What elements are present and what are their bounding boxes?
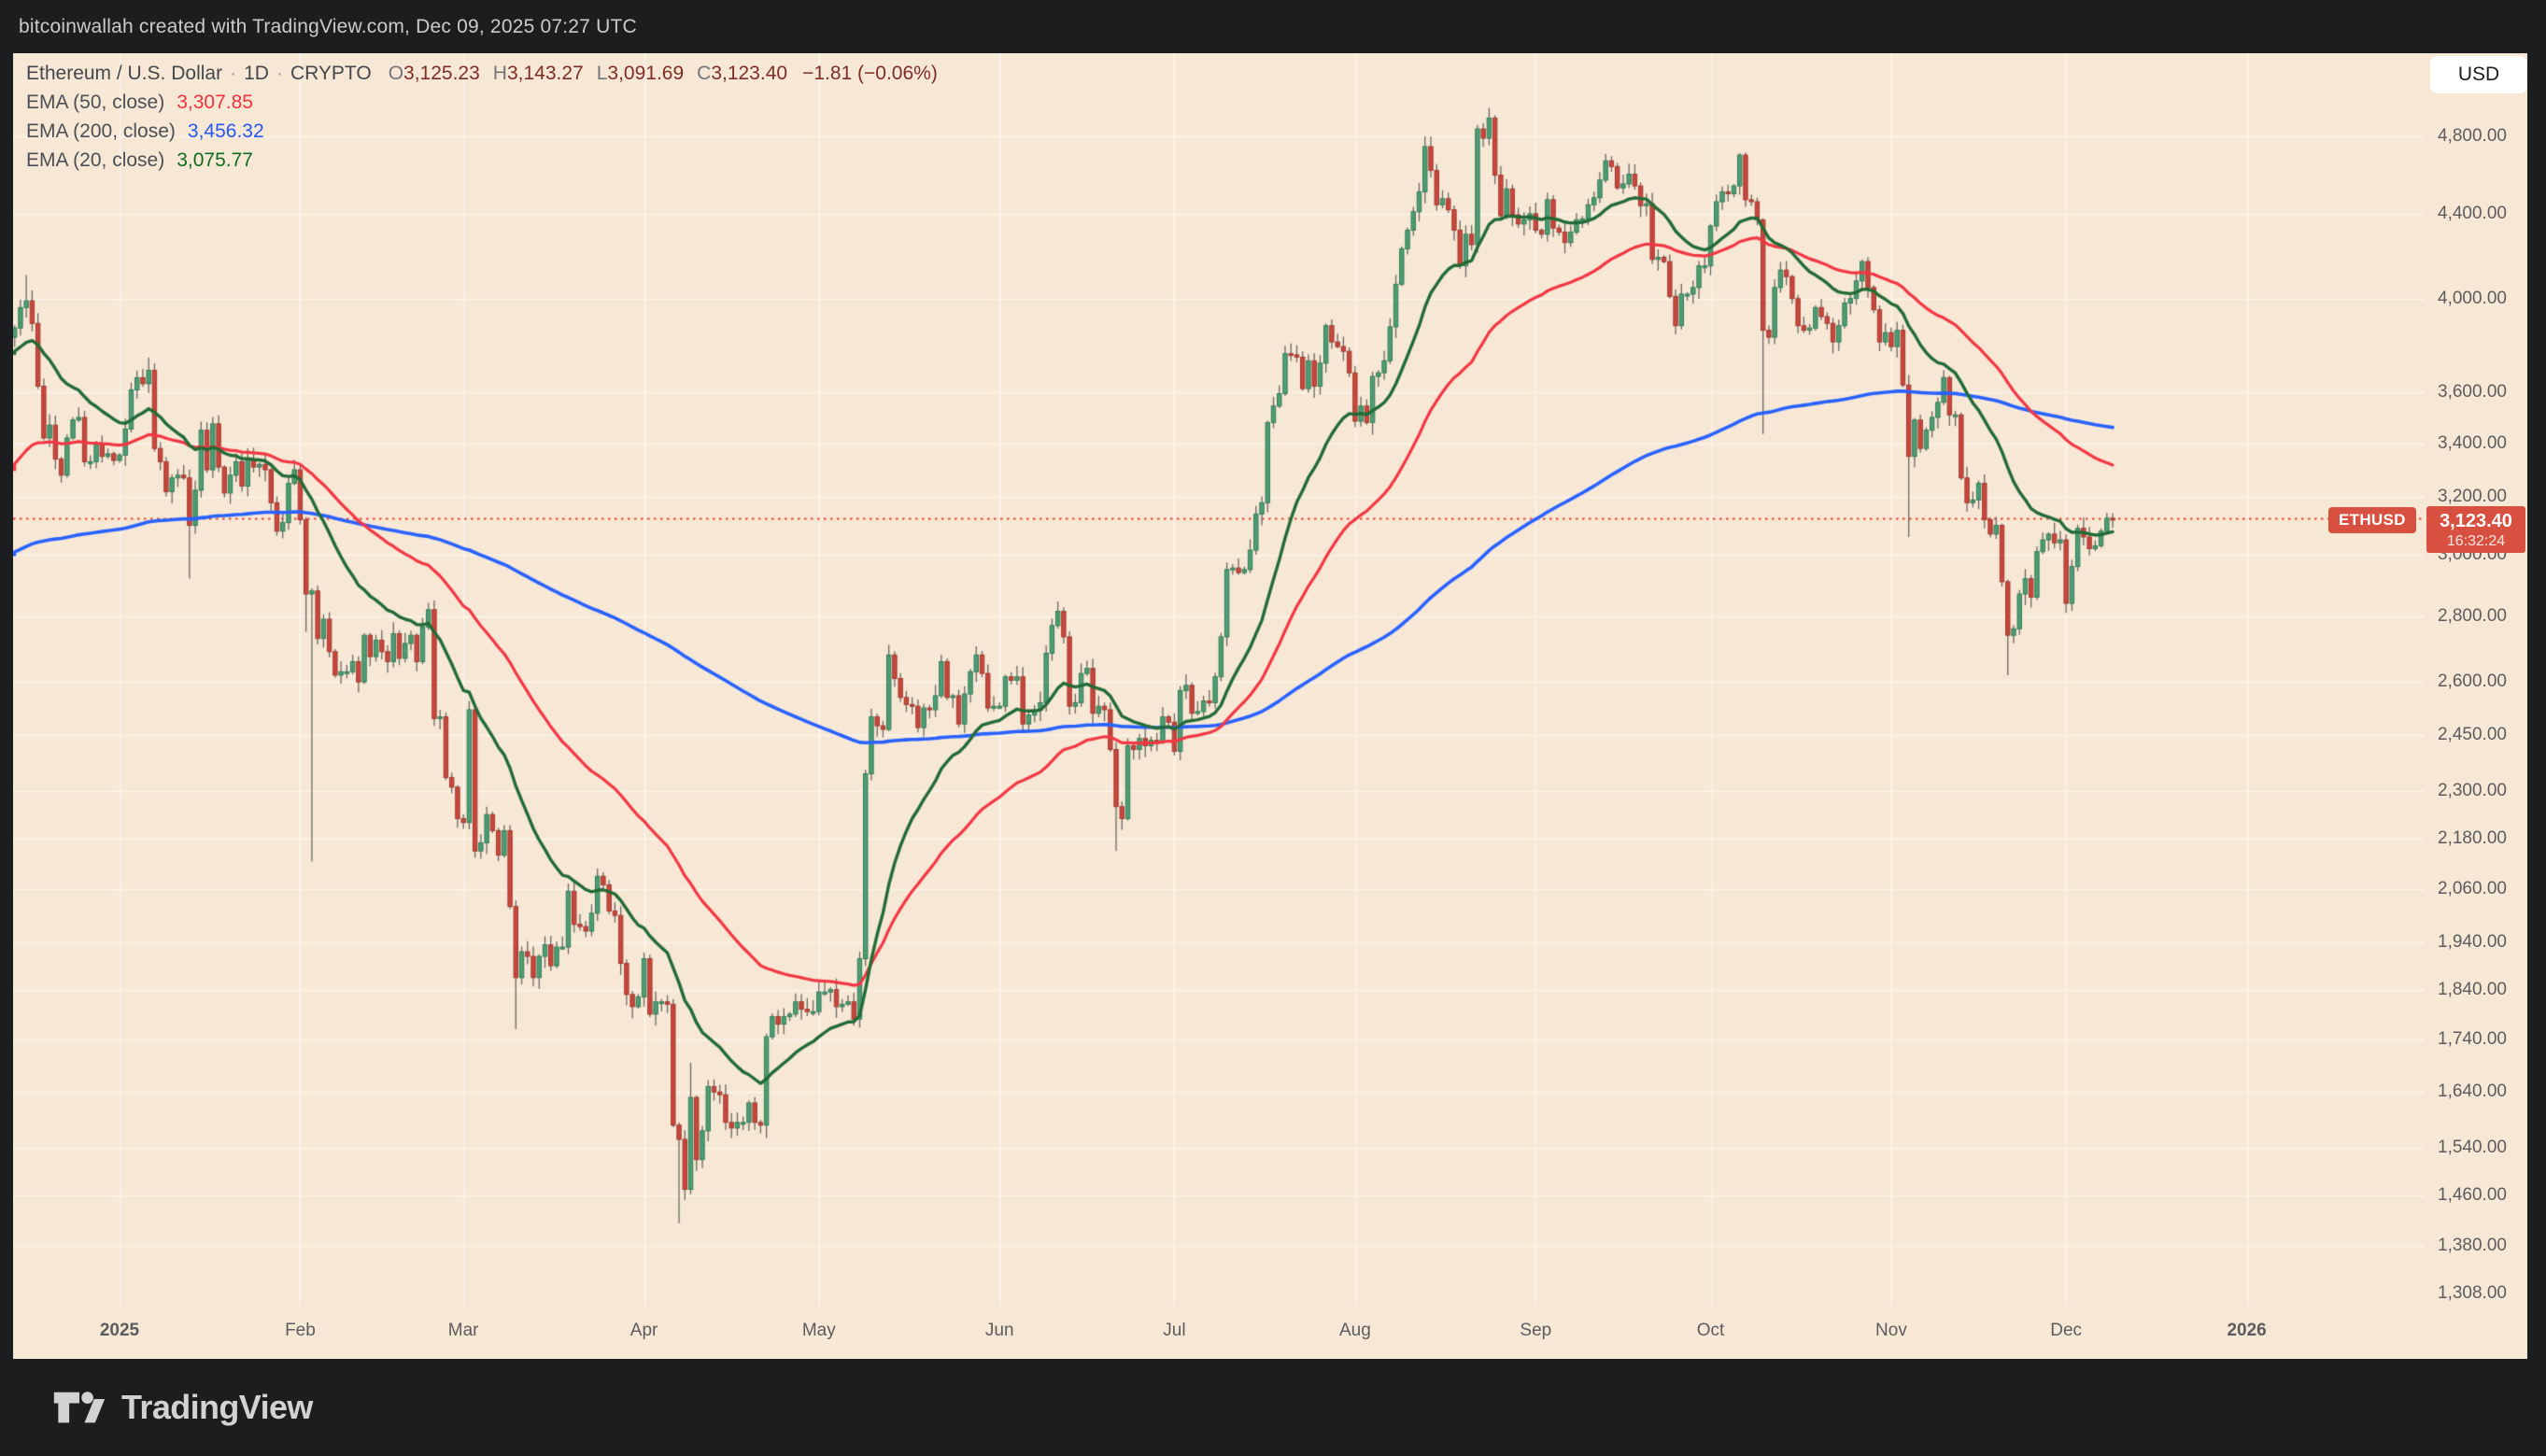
exchange-label: CRYPTO (290, 63, 372, 84)
price-tick-label: 2,060.00 (2438, 879, 2507, 898)
price-tick-label: 4,000.00 (2438, 288, 2507, 308)
time-tick-label: Mar (447, 1321, 479, 1340)
indicator-value: 3,307.85 (177, 91, 253, 113)
price-tick-label: 1,940.00 (2438, 932, 2507, 953)
candlestick-chart[interactable] (13, 53, 2425, 1306)
ohlc-value: 3,123.40 (711, 63, 788, 84)
indicator-name: EMA (50, close) (26, 91, 165, 113)
indicator-name: EMA (20, close) (26, 148, 165, 171)
ohlc-values: O3,125.23 H3,143.27 L3,091.69 C3,123.40 (389, 63, 800, 85)
time-axis[interactable]: 2025 Feb Mar Apr May Jun Jul Aug Sep Oct Nov Dec 202… (13, 1308, 2527, 1359)
indicator-legend-rows: EMA (50, close) 3,307.85 EMA (200, close) 3… (26, 88, 938, 175)
symbol-name: Ethereum / U.S. Dollar (26, 63, 223, 84)
symbol-legend-row[interactable]: Ethereum / U.S. Dollar · 1D · CRYPTO O3,… (26, 60, 938, 88)
indicator-name: EMA (200, close) (26, 120, 176, 142)
price-tick-label: 1,840.00 (2438, 979, 2507, 999)
symbol-price-label: ETHUSD (2328, 507, 2416, 533)
price-tick-label: 3,200.00 (2438, 487, 2507, 507)
ohlc-pair: L3,091.69 (597, 63, 684, 85)
indicator-value: 3,456.32 (187, 120, 264, 142)
tradingview-logo-icon[interactable] (52, 1386, 106, 1429)
price-tick-label: 3,600.00 (2438, 382, 2507, 403)
indicator-row[interactable]: EMA (50, close) 3,307.85 (26, 88, 938, 117)
price-tick-label: 1,640.00 (2438, 1081, 2507, 1102)
time-tick-label: May (801, 1321, 836, 1340)
price-axis[interactable]: 4,800.00 4,400.00 4,000.00 3,600.00 3,400.00… (2425, 53, 2527, 1306)
indicator-row[interactable]: EMA (20, close) 3,075.77 (26, 146, 938, 175)
price-tick-label: 1,308.00 (2438, 1282, 2507, 1303)
ohlc-letter: O (388, 63, 404, 84)
ohlc-pair: O3,125.23 (389, 63, 480, 85)
indicator-row[interactable]: EMA (200, close) 3,456.32 (26, 117, 938, 146)
time-tick-label: Dec (2050, 1321, 2083, 1340)
time-tick-label: Oct (1696, 1321, 1725, 1340)
time-tick-label: 2025 (99, 1321, 140, 1340)
ohlc-value: 3,091.69 (607, 63, 685, 84)
indicator-value: 3,075.77 (177, 148, 253, 171)
price-tick-label: 2,180.00 (2438, 828, 2507, 849)
currency-toggle-button[interactable]: USD (2430, 56, 2527, 93)
title-bar-text: bitcoinwallah created with TradingView.c… (19, 15, 637, 37)
legend-separator: · (230, 63, 237, 84)
last-price-value: 3,123.40 (2440, 510, 2512, 531)
ohlc-value: 3,125.23 (403, 63, 480, 84)
footer-bar: TradingView (0, 1359, 2546, 1456)
time-tick-label: Feb (285, 1321, 316, 1340)
price-tick-label: 1,380.00 (2438, 1235, 2507, 1255)
price-tick-label: 2,300.00 (2438, 781, 2507, 800)
change-value: −1.81 (−0.06%) (802, 63, 938, 84)
last-price-tag: 3,123.40 16:32:24 (2426, 506, 2525, 553)
price-tick-label: 1,540.00 (2438, 1138, 2507, 1158)
price-tick-label: 4,800.00 (2438, 126, 2507, 146)
legend-separator: · (276, 63, 283, 84)
time-tick-label: Nov (1875, 1321, 1907, 1340)
price-tick-label: 2,800.00 (2438, 605, 2507, 626)
price-tick-label: 3,400.00 (2438, 432, 2507, 453)
ohlc-pair: C3,123.40 (697, 63, 787, 85)
title-bar: bitcoinwallah created with TradingView.c… (0, 0, 2546, 53)
price-tick-label: 1,740.00 (2438, 1028, 2507, 1049)
price-tick-label: 1,460.00 (2438, 1185, 2507, 1206)
tradingview-wordmark[interactable]: TradingView (121, 1388, 313, 1426)
time-tick-label: Sep (1520, 1321, 1552, 1340)
interval-label[interactable]: 1D (244, 63, 269, 84)
ohlc-letter: L (596, 63, 608, 84)
ohlc-letter: C (697, 63, 712, 84)
price-tick-label: 4,400.00 (2438, 203, 2507, 223)
ohlc-value: 3,143.27 (506, 63, 584, 84)
bar-countdown: 16:32:24 (2446, 532, 2506, 549)
time-tick-label: Jun (984, 1321, 1014, 1340)
price-tick-label: 2,600.00 (2438, 671, 2507, 692)
ohlc-letter: H (492, 63, 507, 84)
chart-legend: Ethereum / U.S. Dollar · 1D · CRYPTO O3,… (26, 60, 938, 175)
price-tick-label: 2,450.00 (2438, 724, 2507, 744)
time-tick-label: Jul (1163, 1321, 1186, 1340)
time-tick-label: Apr (629, 1321, 658, 1340)
time-tick-label: 2026 (2227, 1321, 2267, 1340)
ohlc-pair: H3,143.27 (493, 63, 584, 85)
time-tick-label: Aug (1338, 1321, 1371, 1340)
